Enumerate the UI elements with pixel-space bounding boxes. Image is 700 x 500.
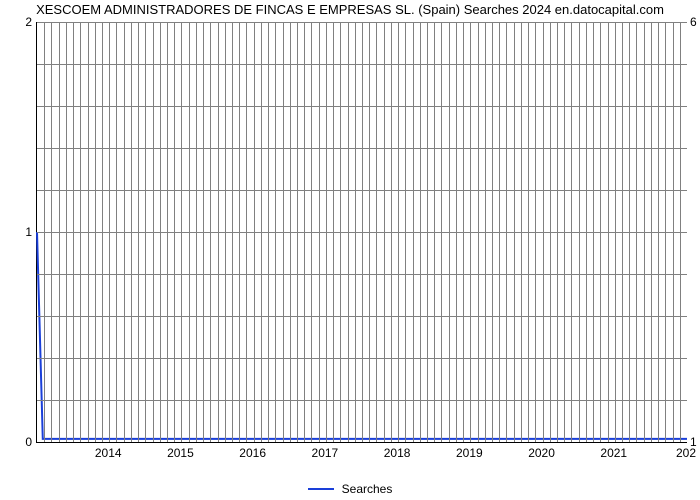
y-left-tick-label: 0 <box>2 435 32 449</box>
y-left-tick-label: 2 <box>2 15 32 29</box>
x-tick-label: 2016 <box>239 446 266 460</box>
y-right-tick-label: 6 <box>690 15 697 29</box>
x-tick-label-edge: 202 <box>676 446 696 460</box>
x-tick-label: 2015 <box>167 446 194 460</box>
grid-hline <box>37 148 687 149</box>
grid-hline <box>37 22 687 23</box>
grid-hline <box>37 274 687 275</box>
grid-hline <box>37 190 687 191</box>
legend-label: Searches <box>342 482 393 496</box>
x-tick-label: 2014 <box>95 446 122 460</box>
plot-area <box>36 22 687 443</box>
x-tick-label: 2017 <box>312 446 339 460</box>
grid-hline <box>37 232 687 233</box>
x-tick-label: 2021 <box>600 446 627 460</box>
x-tick-label: 2019 <box>456 446 483 460</box>
x-tick-label: 2020 <box>528 446 555 460</box>
grid-hline <box>37 358 687 359</box>
legend: Searches <box>0 482 700 496</box>
legend-swatch <box>308 488 334 490</box>
y-left-tick-label: 1 <box>2 225 32 239</box>
chart-title: XESCOEM ADMINISTRADORES DE FINCAS E EMPR… <box>0 2 700 17</box>
grid-hline <box>37 400 687 401</box>
chart-container: { "chart": { "type": "line", "title": "X… <box>0 0 700 500</box>
grid-hline <box>37 316 687 317</box>
grid-hline <box>37 106 687 107</box>
x-tick-label: 2018 <box>384 446 411 460</box>
grid-hline <box>37 64 687 65</box>
